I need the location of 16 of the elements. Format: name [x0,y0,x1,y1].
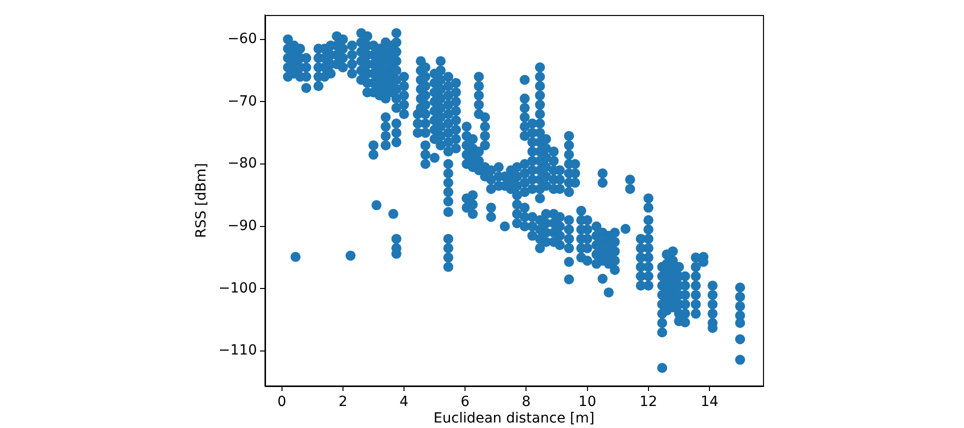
y-tick-label: −90 [227,218,257,234]
x-tick-label: 10 [578,394,596,410]
x-tick-label: 0 [277,394,286,410]
y-tick-label: −100 [218,280,257,296]
x-tick-label: 2 [338,394,348,410]
x-tick-label: 12 [640,394,658,410]
y-tick-label: −70 [227,93,257,110]
y-tick-label: −80 [227,156,257,172]
x-tick-label: 6 [460,394,470,410]
y-tick-label: −60 [227,30,257,47]
x-tick-label: 4 [400,394,409,410]
x-tick-label: 14 [700,394,719,410]
x-axis-title: Euclidean distance [m] [434,410,594,427]
y-axis-title: RSS [dBm] [194,162,210,238]
x-tick-label: 8 [522,394,531,410]
y-tick-label: −110 [218,342,257,359]
